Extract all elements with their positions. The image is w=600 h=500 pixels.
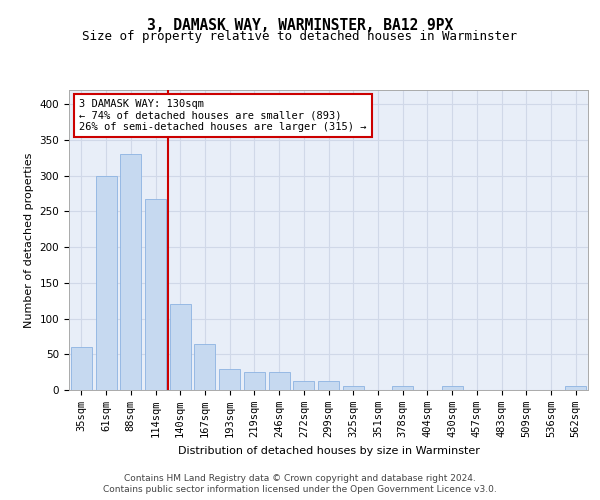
Text: 3, DAMASK WAY, WARMINSTER, BA12 9PX: 3, DAMASK WAY, WARMINSTER, BA12 9PX xyxy=(147,18,453,32)
Bar xyxy=(392,386,413,390)
Text: 3 DAMASK WAY: 130sqm
← 74% of detached houses are smaller (893)
26% of semi-deta: 3 DAMASK WAY: 130sqm ← 74% of detached h… xyxy=(79,99,367,132)
Text: Contains HM Land Registry data © Crown copyright and database right 2024.: Contains HM Land Registry data © Crown c… xyxy=(124,474,476,483)
Bar xyxy=(343,386,364,390)
Bar xyxy=(219,368,240,390)
Bar xyxy=(565,386,586,390)
Bar xyxy=(442,386,463,390)
Bar xyxy=(170,304,191,390)
Bar xyxy=(318,382,339,390)
Y-axis label: Number of detached properties: Number of detached properties xyxy=(24,152,34,328)
Text: Contains public sector information licensed under the Open Government Licence v3: Contains public sector information licen… xyxy=(103,485,497,494)
Text: Size of property relative to detached houses in Warminster: Size of property relative to detached ho… xyxy=(83,30,517,43)
Bar xyxy=(95,176,116,390)
Bar xyxy=(194,344,215,390)
Bar xyxy=(145,198,166,390)
Bar xyxy=(120,154,141,390)
Bar xyxy=(269,372,290,390)
X-axis label: Distribution of detached houses by size in Warminster: Distribution of detached houses by size … xyxy=(178,446,479,456)
Bar xyxy=(71,347,92,390)
Bar xyxy=(244,372,265,390)
Bar xyxy=(293,382,314,390)
